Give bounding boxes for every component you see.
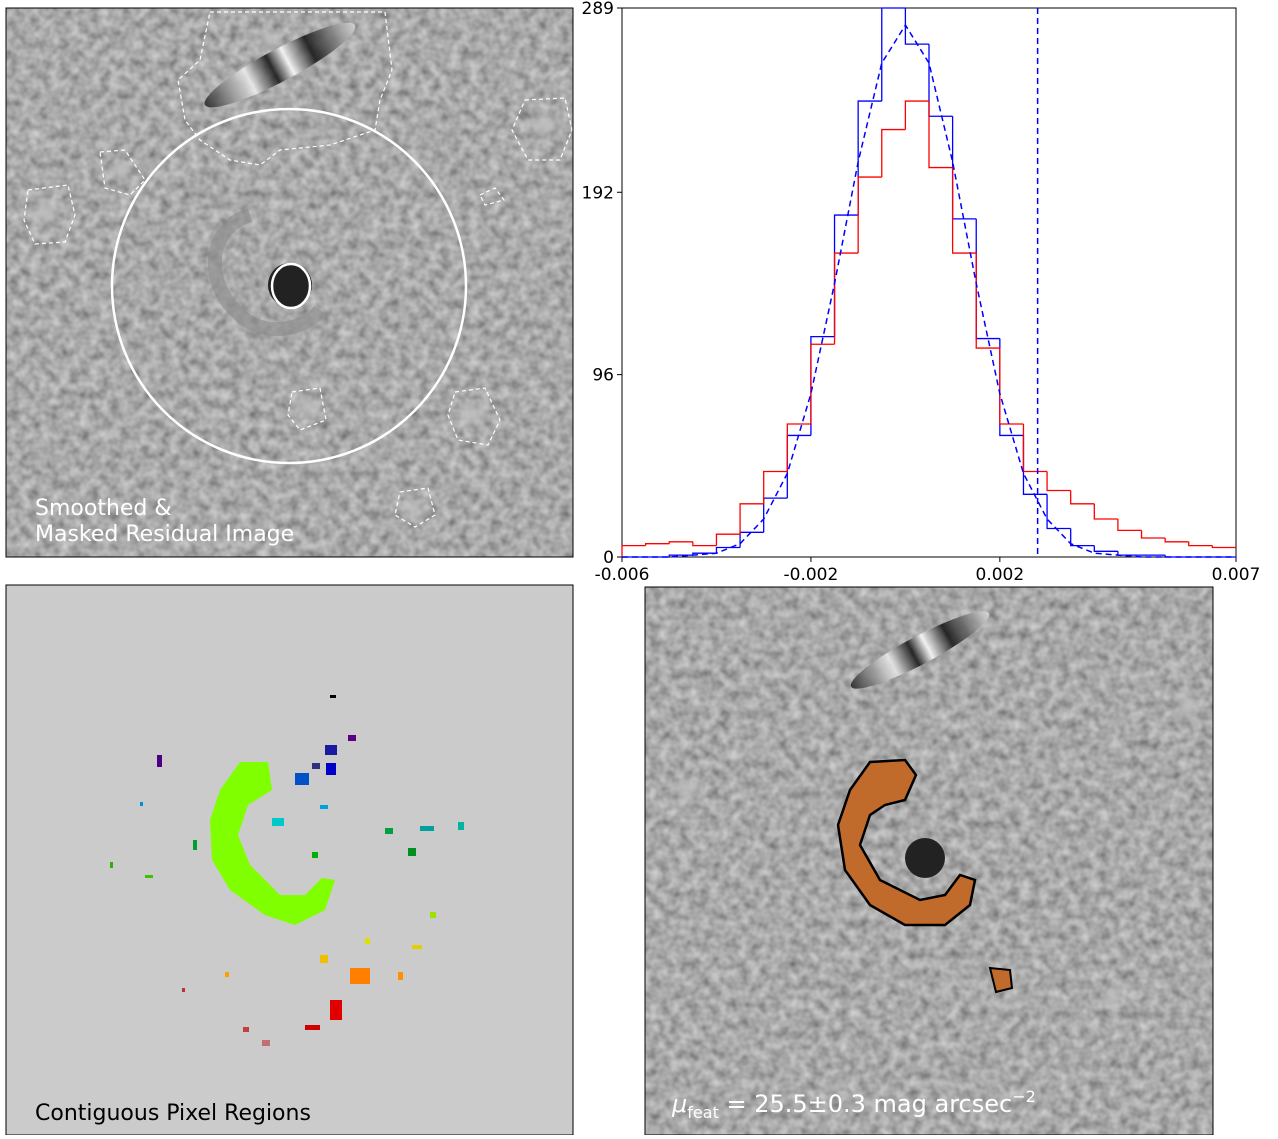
galaxy-residual [204,22,356,108]
histogram-step [904,8,929,45]
histogram-step [1117,519,1142,532]
feature-region [988,966,1014,994]
y-tick-label: 96 [592,366,614,386]
panel-label: Masked Residual Image [35,522,294,547]
histogram-step [1093,545,1118,552]
histogram-step [692,541,717,547]
panel-label: Smoothed & [35,496,172,521]
histogram-step [621,544,646,557]
inner-ellipse [270,262,312,310]
mu-subscript: feat [687,1103,719,1122]
panel-frame [5,584,574,1136]
histogram-step [951,167,977,254]
histogram-step [1022,424,1048,473]
histogram-step [1093,503,1118,520]
histogram-step [1070,490,1095,505]
histogram-step [1211,545,1236,549]
histogram-step [1070,528,1095,547]
histogram-step [975,253,1000,349]
mu-symbol: μ [671,1090,687,1118]
histogram-step [881,128,906,178]
histogram-step [810,343,835,425]
histogram-step [715,533,741,546]
histogram-step [763,497,788,533]
histogram-step [1140,530,1166,539]
small-regions [110,695,464,1046]
histogram-step [857,100,882,216]
histogram-step [904,100,929,130]
aperture-circle [110,107,468,465]
plot-frame [621,7,1237,558]
histogram-step [833,252,859,345]
histogram-step [975,218,1000,340]
histogram-step [1164,538,1189,543]
histogram-step [1046,471,1071,492]
histogram-step [810,335,835,436]
histogram-step [999,348,1024,425]
feature-label: μfeat = 25.5±0.3 mag arcsec−2 [671,1087,1036,1122]
histogram-step [881,7,906,102]
y-tick-label: 0 [603,548,614,568]
histogram-step [786,434,811,499]
histogram-step [1046,494,1071,530]
main-region [210,762,335,925]
feature-text: = 25.5±0.3 mag arcsec [719,1090,1012,1118]
histogram-step [763,470,788,504]
histogram-step [644,543,670,546]
histogram-step [928,101,953,169]
x-tick-label: -0.006 [595,565,650,585]
feature-superscript: −2 [1012,1087,1036,1106]
histogram-step [715,546,741,554]
fit-curve [622,23,1236,558]
histogram-step [668,541,693,544]
histogram-step [857,176,882,254]
histogram-step [1117,551,1142,556]
histogram-step [1022,435,1048,495]
mask-contours [23,11,573,528]
y-tick-label: 289 [582,0,614,19]
histogram-step [951,116,977,220]
feature-region [836,758,977,927]
x-tick-label: -0.002 [784,565,839,585]
histogram-step [786,423,811,472]
x-tick-label: 0.007 [1212,565,1261,585]
panel-frame [5,7,574,558]
y-tick-label: 192 [582,183,614,203]
histogram-step [999,338,1024,437]
histogram-step [739,503,764,535]
residual-panel: Smoothed & Masked Residual Image [5,7,574,558]
histogram-step [833,214,859,337]
regions-panel: Contiguous Pixel Regions [5,584,574,1136]
histogram-panel: 0 96 192 289 -0.006 -0.002 0.002 0.007 [582,0,1261,585]
feature-panel: μfeat = 25.5±0.3 mag arcsec−2 [644,586,1214,1136]
panel-label: Contiguous Pixel Regions [35,1101,311,1126]
x-tick-label: 0.002 [976,565,1025,585]
histogram-step [1188,541,1213,547]
